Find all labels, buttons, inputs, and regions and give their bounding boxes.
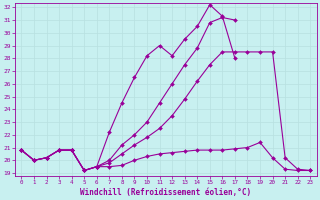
X-axis label: Windchill (Refroidissement éolien,°C): Windchill (Refroidissement éolien,°C) — [80, 188, 252, 197]
